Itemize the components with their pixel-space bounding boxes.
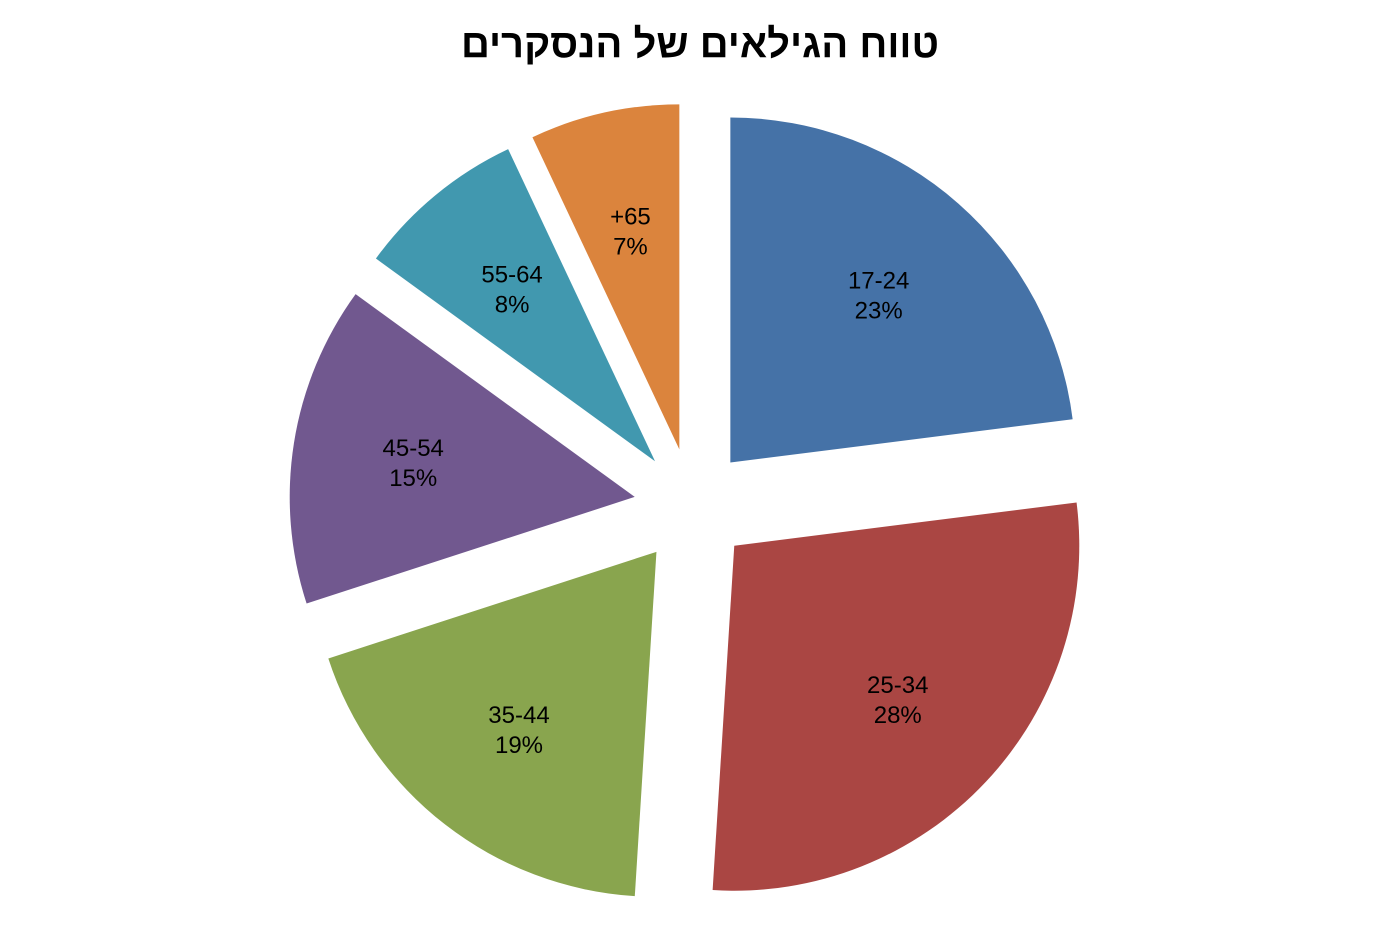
pie-slice-plus65 — [532, 104, 680, 450]
slice-percent-label: 19% — [495, 732, 543, 759]
chart-title: טווח הגילאים של הנסקרים — [460, 22, 940, 66]
pie-slice-25-34 — [712, 502, 1080, 891]
slice-category-label: +65 — [610, 204, 651, 231]
pie-slice-45-54 — [289, 294, 635, 604]
pie-slice-55-64 — [375, 149, 656, 462]
slice-category-label: 45-54 — [383, 435, 444, 462]
slice-percent-label: 7% — [613, 234, 648, 261]
slice-percent-label: 15% — [389, 465, 437, 492]
slice-category-label: 55-64 — [481, 262, 542, 289]
slice-category-label: 25-34 — [867, 672, 928, 699]
slice-category-label: 35-44 — [488, 702, 549, 729]
pie-slice-35-44 — [328, 551, 657, 897]
pie-slice-17-24 — [730, 117, 1073, 463]
slice-percent-label: 23% — [855, 297, 903, 324]
slice-percent-label: 28% — [874, 702, 922, 729]
slice-percent-label: 8% — [495, 292, 530, 319]
slice-category-label: 17-24 — [848, 267, 909, 294]
